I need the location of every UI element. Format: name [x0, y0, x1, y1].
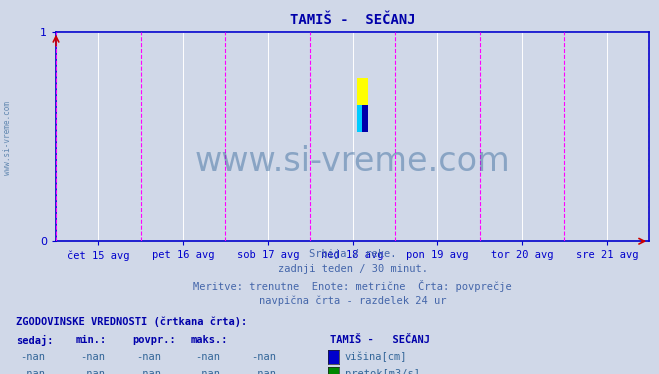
Text: TAMIŠ -  SEČANJ: TAMIŠ - SEČANJ — [290, 13, 415, 27]
Text: TAMIŠ -   SEČANJ: TAMIŠ - SEČANJ — [330, 335, 430, 345]
Text: ZGODOVINSKE VREDNOSTI (črtkana črta):: ZGODOVINSKE VREDNOSTI (črtkana črta): — [16, 316, 248, 327]
Text: maks.:: maks.: — [191, 335, 229, 345]
Text: -nan: -nan — [80, 369, 105, 374]
Bar — [357, 78, 368, 105]
Text: -nan: -nan — [20, 369, 45, 374]
Text: navpična črta - razdelek 24 ur: navpična črta - razdelek 24 ur — [259, 296, 446, 306]
Text: -nan: -nan — [251, 352, 276, 362]
Text: sedaj:: sedaj: — [16, 335, 54, 346]
Bar — [362, 105, 368, 132]
Text: višina[cm]: višina[cm] — [345, 352, 407, 362]
Text: -nan: -nan — [195, 369, 220, 374]
Text: -nan: -nan — [195, 352, 220, 362]
Text: min.:: min.: — [76, 335, 107, 345]
Text: -nan: -nan — [251, 369, 276, 374]
Text: www.si-vreme.com: www.si-vreme.com — [3, 101, 13, 175]
Text: www.si-vreme.com: www.si-vreme.com — [194, 145, 511, 178]
Text: -nan: -nan — [136, 352, 161, 362]
Text: Meritve: trenutne  Enote: metrične  Črta: povprečje: Meritve: trenutne Enote: metrične Črta: … — [193, 280, 512, 292]
Bar — [357, 105, 362, 132]
Text: Srbija / reke.: Srbija / reke. — [309, 249, 396, 259]
Text: zadnji teden / 30 minut.: zadnji teden / 30 minut. — [277, 264, 428, 275]
Text: -nan: -nan — [136, 369, 161, 374]
Text: -nan: -nan — [80, 352, 105, 362]
Text: -nan: -nan — [20, 352, 45, 362]
Text: pretok[m3/s]: pretok[m3/s] — [345, 369, 420, 374]
Text: povpr.:: povpr.: — [132, 335, 175, 345]
